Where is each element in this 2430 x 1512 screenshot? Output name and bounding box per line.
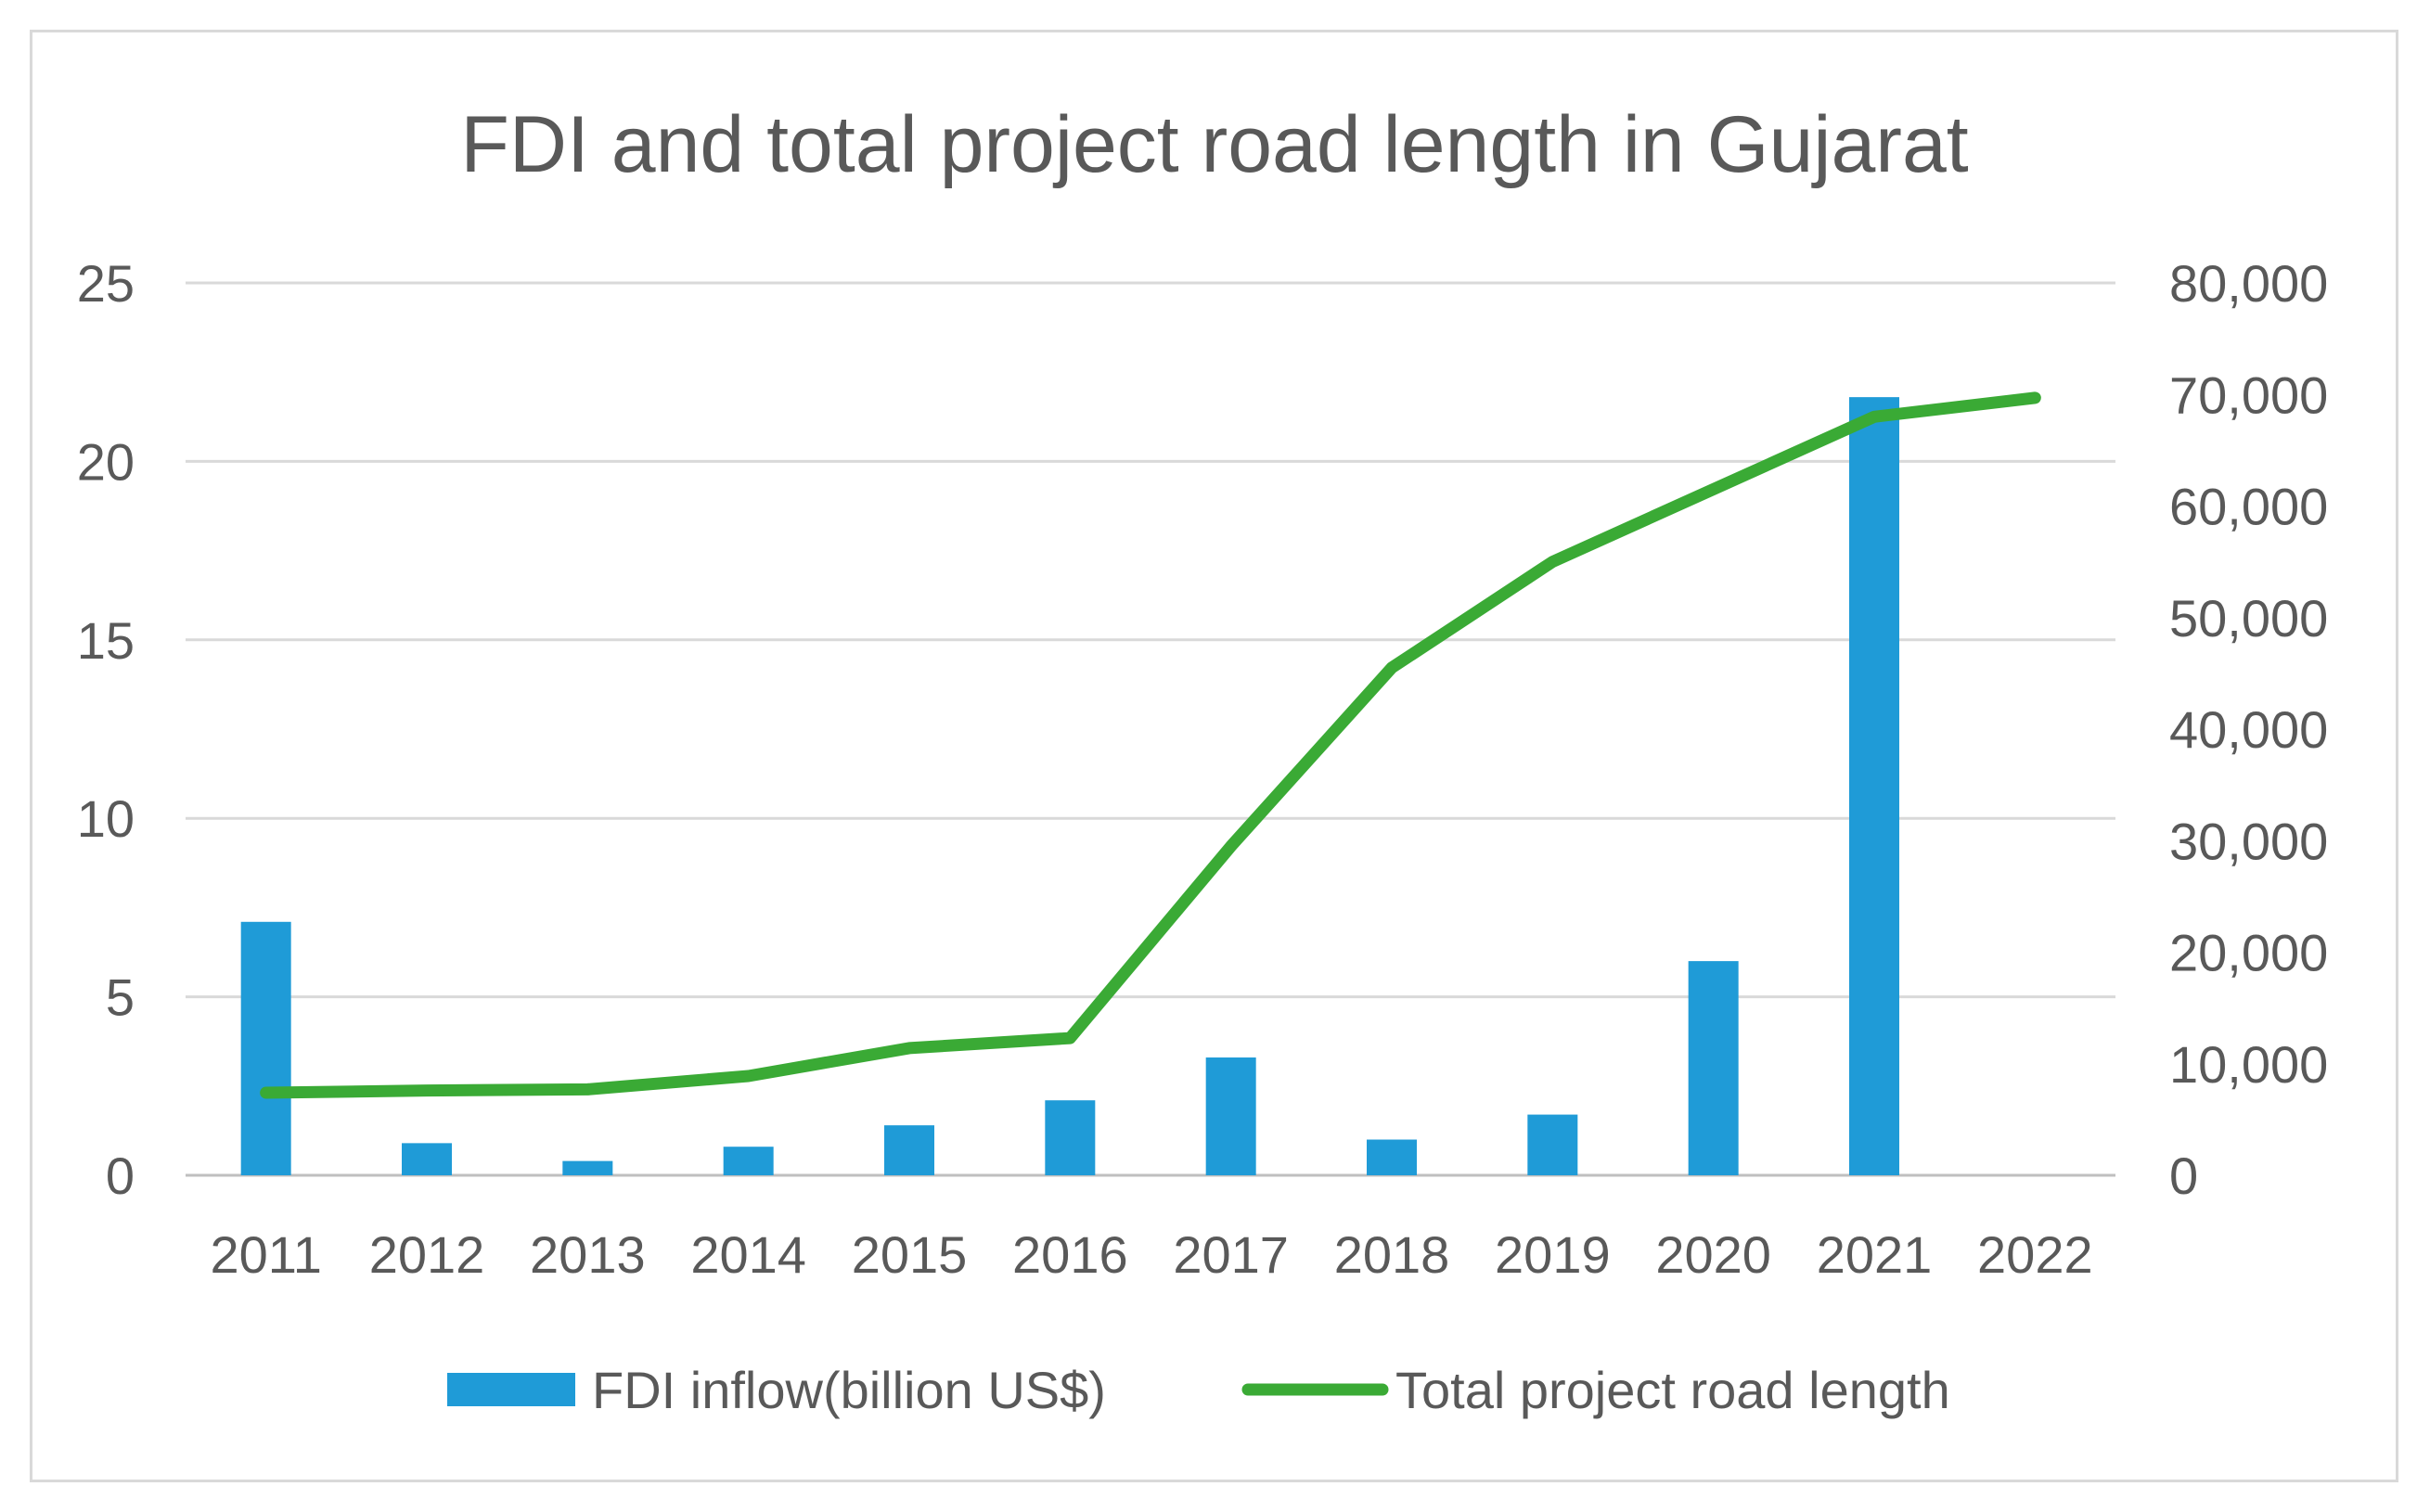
legend-swatch-fdi: [447, 1373, 575, 1406]
bar-2021: [1849, 397, 1899, 1175]
bar-series: [240, 397, 1899, 1175]
x-tick-label: 2018: [1334, 1225, 1450, 1284]
y-right-tick-label: 50,000: [2169, 589, 2328, 647]
x-tick-label: 2017: [1173, 1225, 1289, 1284]
legend-label-road-length: Total project road length: [1395, 1361, 1950, 1419]
bar-2019: [1527, 1114, 1578, 1175]
legend: FDI inflow(billion US$) Total project roa…: [447, 1361, 1950, 1419]
bar-2012: [402, 1143, 452, 1175]
y-right-tick-label: 10,000: [2169, 1035, 2328, 1094]
y-right-tick-label: 20,000: [2169, 924, 2328, 982]
bar-2013: [562, 1160, 613, 1175]
x-tick-label: 2011: [210, 1225, 321, 1284]
y-right-tick-label: 40,000: [2169, 700, 2328, 759]
line-total-project-road-length: [260, 391, 2041, 1099]
x-tick-label: 2022: [1977, 1225, 2093, 1284]
y-left-tick-label: 5: [106, 968, 135, 1027]
x-tick-label: 2016: [1012, 1225, 1128, 1284]
y-left-tick-label: 0: [106, 1147, 135, 1205]
y-left-tick-label: 25: [77, 254, 135, 313]
y-left-tick-label: 10: [77, 789, 135, 848]
x-tick-label: 2013: [530, 1225, 646, 1284]
y-right-tick-label: 0: [2169, 1147, 2198, 1205]
bar-2016: [1045, 1100, 1096, 1175]
x-tick-label: 2020: [1655, 1225, 1771, 1284]
left-axis: 0 5 10 15 20 25: [77, 254, 135, 1205]
y-right-tick-label: 30,000: [2169, 812, 2328, 870]
bar-2017: [1205, 1057, 1256, 1175]
chart-frame: [30, 30, 2398, 1482]
line-series: [260, 391, 2041, 1099]
chart-title: FDI and total project road length in Guj…: [460, 100, 1968, 189]
bar-2018: [1367, 1139, 1417, 1175]
x-axis: 2011 2012 2013 2014 2015 2016 2017 2018 2019 2020…: [210, 1225, 2092, 1284]
x-tick-label: 2012: [369, 1225, 485, 1284]
y-right-tick-label: 70,000: [2169, 365, 2328, 424]
bar-2020: [1688, 961, 1739, 1175]
bar-2015: [884, 1125, 934, 1175]
right-axis: 0 10,000 20,000 30,000 40,000 50,000 60,000 70,…: [2169, 254, 2328, 1205]
bar-2011: [240, 921, 291, 1175]
x-tick-label: 2015: [852, 1225, 968, 1284]
y-right-tick-label: 80,000: [2169, 254, 2328, 313]
y-left-tick-label: 20: [77, 432, 135, 491]
gridlines: [186, 281, 2115, 1177]
x-tick-label: 2019: [1495, 1225, 1611, 1284]
y-right-tick-label: 60,000: [2169, 478, 2328, 536]
legend-label-fdi: FDI inflow(billion US$): [592, 1361, 1106, 1419]
y-left-tick-label: 15: [77, 611, 135, 670]
x-tick-label: 2014: [690, 1225, 806, 1284]
bar-2014: [723, 1147, 774, 1175]
x-tick-label: 2021: [1817, 1225, 1933, 1284]
